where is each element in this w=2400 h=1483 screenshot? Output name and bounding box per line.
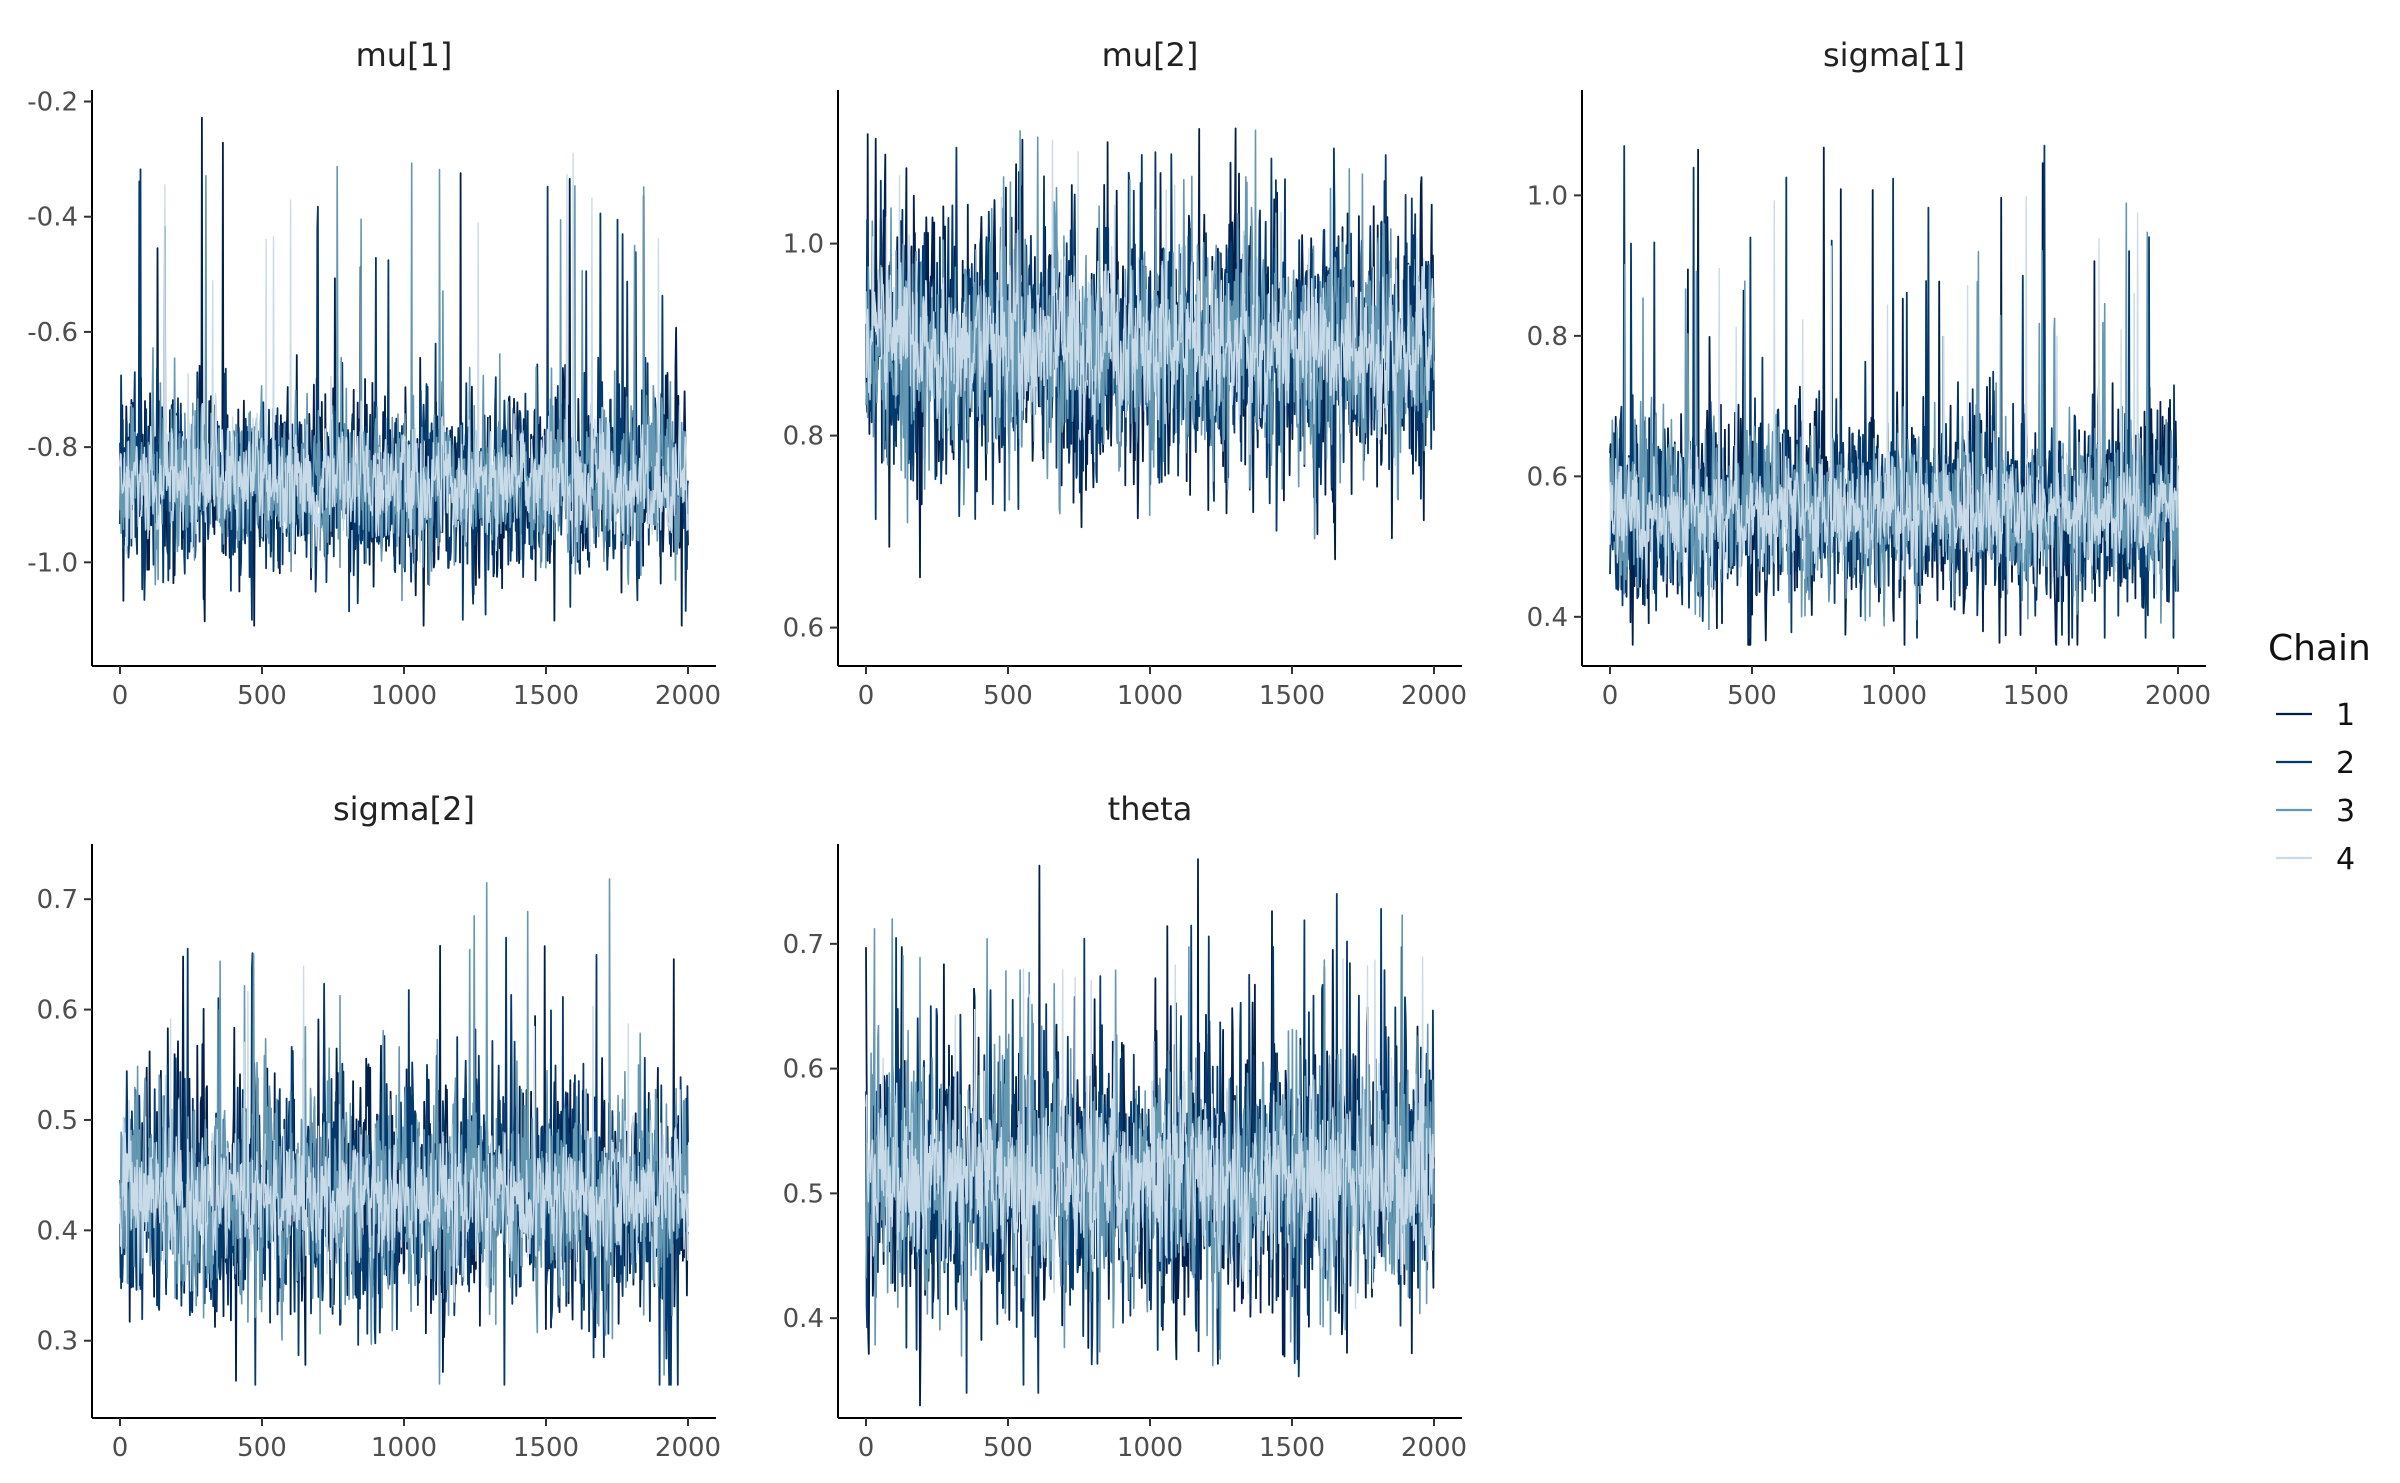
x-tick-label: 0 — [1602, 681, 1619, 711]
legend-label: 3 — [2336, 794, 2355, 829]
panel-title: sigma[2] — [333, 790, 475, 828]
y-tick-label: 0.5 — [37, 1106, 78, 1136]
legend-item-chain-3: 3 — [2276, 794, 2355, 829]
series-line-chain-4 — [119, 965, 689, 1303]
x-tick-label: 1000 — [1117, 1433, 1183, 1463]
legend-title: Chain — [2268, 628, 2371, 669]
series-group — [865, 858, 1435, 1407]
x-tick-label: 0 — [858, 681, 875, 711]
x-tick-label: 500 — [983, 681, 1033, 711]
y-tick-label: 0.6 — [37, 996, 78, 1026]
y-tick-label: 1.0 — [1527, 181, 1568, 211]
y-tick-label: 0.8 — [783, 422, 824, 452]
x-tick-label: 500 — [1727, 681, 1777, 711]
panel-mu-1: mu[1] -1.0 -0.8 -0.6 -0.4 -0.2 0 500 1000 1500 200… — [27, 36, 721, 711]
x-tick-label: 1500 — [2003, 681, 2069, 711]
y-tick-label: 0.3 — [37, 1327, 78, 1357]
legend-item-chain-4: 4 — [2276, 842, 2355, 877]
panel-mu-2: mu[2] 0.6 0.8 1.0 0 500 1000 1500 2000 — [783, 36, 1467, 711]
series-group — [119, 878, 689, 1386]
y-tick-label: 0.6 — [1527, 462, 1568, 492]
x-tick-label: 0 — [112, 1433, 129, 1463]
y-tick-label: -0.6 — [27, 318, 78, 348]
y-tick-label: -0.2 — [27, 88, 78, 118]
panel-title: sigma[1] — [1823, 36, 1965, 74]
series-line-chain-4 — [1609, 196, 2179, 598]
series-line-chain-4 — [865, 139, 1435, 467]
panel-theta: theta 0.4 0.5 0.6 0.7 0 500 1000 1500 2000 — [783, 790, 1467, 1463]
x-tick-label: 1000 — [1117, 681, 1183, 711]
x-tick-label: 2000 — [1401, 681, 1467, 711]
x-tick-label: 1000 — [1861, 681, 1927, 711]
legend-label: 4 — [2336, 842, 2355, 877]
y-tick-label: 0.6 — [783, 614, 824, 644]
legend-entries: 1 2 3 4 — [2276, 698, 2355, 877]
x-tick-label: 500 — [237, 681, 287, 711]
x-tick-label: 1000 — [371, 681, 437, 711]
x-tick-label: 1000 — [371, 1433, 437, 1463]
legend-item-chain-2: 2 — [2276, 746, 2355, 781]
series-group — [865, 127, 1435, 579]
y-tick-label: -0.8 — [27, 433, 78, 463]
x-tick-label: 2000 — [2145, 681, 2211, 711]
y-tick-label: 0.6 — [783, 1055, 824, 1085]
series-group — [119, 116, 689, 627]
facet-panels: mu[1] -1.0 -0.8 -0.6 -0.4 -0.2 0 500 1000 1500 200… — [27, 36, 2211, 1463]
x-tick-label: 0 — [112, 681, 129, 711]
y-tick-label: 0.7 — [783, 930, 824, 960]
y-tick-label: -0.4 — [27, 203, 78, 233]
y-tick-label: 1.0 — [783, 230, 824, 260]
y-tick-label: 0.4 — [783, 1304, 824, 1334]
panel-title: theta — [1108, 790, 1193, 828]
series-line-chain-4 — [865, 956, 1435, 1310]
panel-sigma-2: sigma[2] 0.3 0.4 0.5 0.6 0.7 0 500 1000 1500 2000 — [37, 790, 721, 1463]
y-tick-label: 0.4 — [1527, 603, 1568, 633]
legend-item-chain-1: 1 — [2276, 698, 2355, 733]
y-tick-label: 0.5 — [783, 1179, 824, 1209]
y-tick-label: -1.0 — [27, 548, 78, 578]
x-tick-label: 500 — [237, 1433, 287, 1463]
panel-sigma-1: sigma[1] 0.4 0.6 0.8 1.0 0 500 1000 1500 2000 — [1527, 36, 2211, 711]
x-tick-label: 0 — [858, 1433, 875, 1463]
panel-title: mu[2] — [1102, 36, 1199, 74]
x-tick-label: 1500 — [1259, 1433, 1325, 1463]
x-tick-label: 500 — [983, 1433, 1033, 1463]
y-tick-label: 0.7 — [37, 885, 78, 915]
x-tick-label: 2000 — [655, 1433, 721, 1463]
y-tick-label: 0.4 — [37, 1216, 78, 1246]
x-tick-label: 1500 — [1259, 681, 1325, 711]
y-tick-label: 0.8 — [1527, 322, 1568, 352]
chain-legend: Chain 1 2 3 4 — [2268, 628, 2371, 877]
x-tick-label: 1500 — [513, 1433, 579, 1463]
legend-label: 1 — [2336, 698, 2355, 733]
x-tick-label: 2000 — [655, 681, 721, 711]
series-line-chain-4 — [119, 152, 689, 563]
x-tick-label: 2000 — [1401, 1433, 1467, 1463]
series-group — [1609, 144, 2179, 646]
x-tick-label: 1500 — [513, 681, 579, 711]
panel-title: mu[1] — [356, 36, 453, 74]
legend-label: 2 — [2336, 746, 2355, 781]
